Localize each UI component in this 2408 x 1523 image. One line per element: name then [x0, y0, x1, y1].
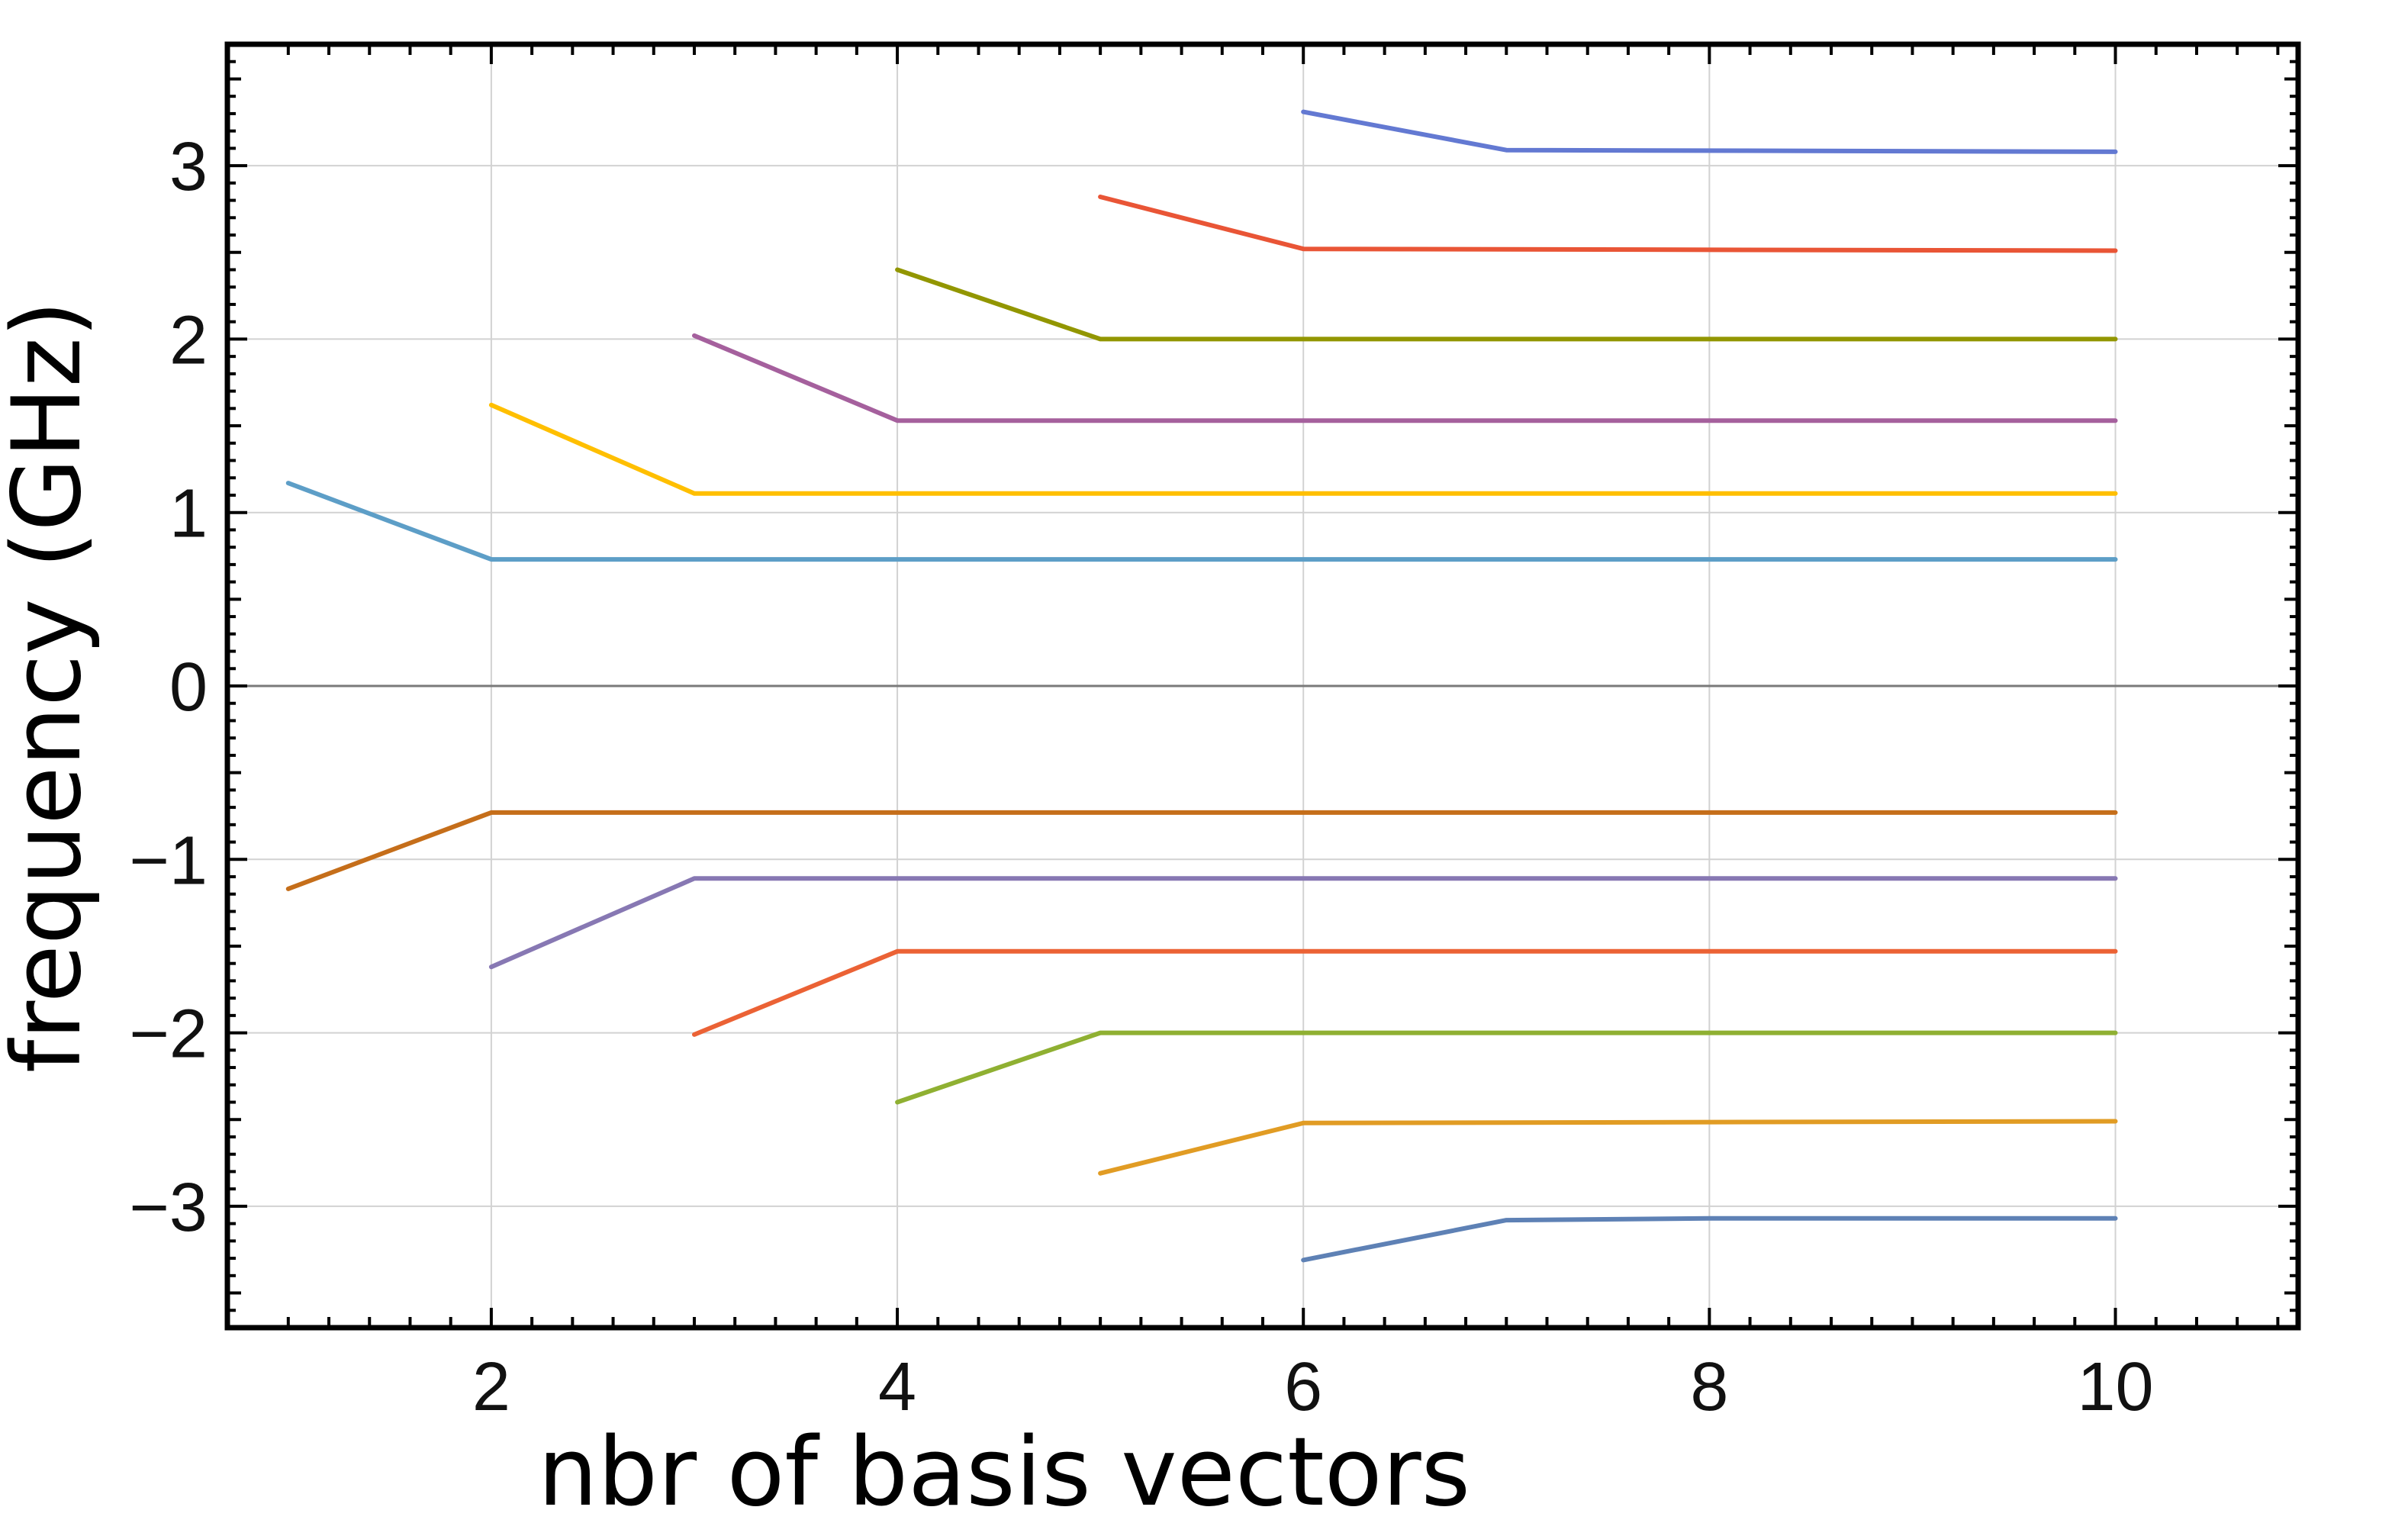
- x-tick-label: 10: [2077, 1349, 2153, 1425]
- y-tick-labels: −3 −2 −1 0 1 2 3: [129, 129, 208, 1246]
- x-tick-label: 4: [878, 1349, 916, 1425]
- x-tick-label: 2: [472, 1349, 510, 1425]
- series-line: [692, 333, 2118, 423]
- series-line: [285, 481, 2118, 562]
- y-tick-label: −3: [129, 1170, 208, 1246]
- x-tick-label: 6: [1284, 1349, 1322, 1425]
- x-axis-title: nbr of basis vectors: [538, 1418, 1470, 1523]
- y-tick-label: 1: [169, 476, 208, 552]
- series-line: [895, 1030, 2118, 1105]
- y-tick-label: 2: [169, 302, 208, 378]
- series-line: [1301, 109, 2118, 154]
- y-axis-title: frequency (GHz): [0, 301, 102, 1074]
- y-tick-label: 0: [169, 649, 208, 726]
- x-tick-labels: 2 4 6 8 10: [472, 1349, 2154, 1425]
- series-line: [692, 948, 2118, 1037]
- y-tick-label: 3: [169, 129, 208, 205]
- series-line: [488, 876, 2118, 970]
- y-tick-label: −2: [129, 997, 208, 1073]
- x-tick-label: 8: [1690, 1349, 1728, 1425]
- series-line: [1098, 1119, 2118, 1176]
- series-line: [1301, 1216, 2118, 1263]
- series-line: [488, 402, 2118, 496]
- grid-lines: [227, 44, 2298, 1328]
- axis-ticks: [227, 44, 2298, 1328]
- series-line: [1098, 195, 2118, 253]
- series-lines: [285, 109, 2118, 1263]
- series-line: [285, 810, 2118, 891]
- y-tick-label: −1: [129, 823, 208, 899]
- series-line: [895, 267, 2118, 342]
